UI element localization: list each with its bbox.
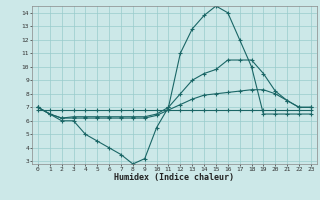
X-axis label: Humidex (Indice chaleur): Humidex (Indice chaleur) [115,173,234,182]
